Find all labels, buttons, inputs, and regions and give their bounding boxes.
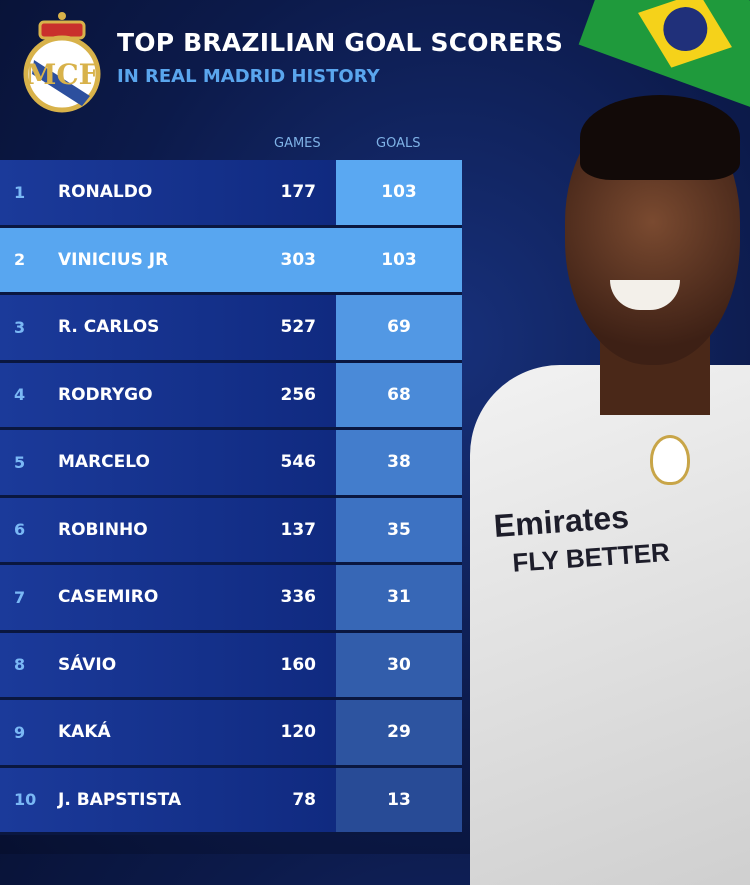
svg-text:MCF: MCF [25,58,98,91]
rank: 4 [14,385,26,405]
goals-cell-bg [336,497,462,562]
goals-value: 69 [387,317,411,338]
player-name: SÁVIO [58,654,117,675]
real-madrid-crest-logo: MCF [23,12,101,113]
player-name: RONALDO [58,182,153,203]
rank: 2 [14,250,26,270]
rank: 3 [14,317,26,337]
player-name: R. CARLOS [58,317,160,338]
rank: 6 [14,520,26,540]
goals-value: 68 [387,384,411,405]
rank: 9 [14,722,26,742]
goals-value: 103 [381,182,417,203]
rank: 8 [14,655,26,675]
games-value: 546 [280,452,317,473]
table-row: 7 CASEMIRO 336 31 [0,565,462,633]
games-value: 303 [280,249,317,270]
games-value: 120 [280,722,317,743]
goals-value: 29 [387,722,411,743]
games-value: 527 [280,317,317,338]
table-row: 8 SÁVIO 160 30 [0,632,462,700]
goals-cell-bg [336,767,462,832]
goals-value: 38 [387,452,411,473]
games-value: 160 [280,654,317,675]
rank: 1 [14,182,26,202]
player-name: KAKÁ [58,722,111,743]
jersey: Emirates FLY BETTER [470,365,750,885]
table-row: 5 MARCELO 546 38 [0,430,462,498]
rank: 7 [14,587,26,607]
rank: 10 [14,790,37,810]
goals-cell-bg [336,295,462,360]
goals-value: 35 [387,519,411,540]
games-value: 137 [280,519,317,540]
column-header-games: GAMES [274,136,321,151]
player-name: VINICIUS JR [58,249,169,270]
goals-value: 31 [387,587,411,608]
player-name: J. BAPSTISTA [58,789,182,810]
games-value: 78 [292,789,316,810]
goals-cell-bg [336,227,462,292]
table-row: 1 RONALDO 177 103 [0,160,462,228]
rank: 5 [14,452,26,472]
goals-cell-bg [336,160,462,225]
goals-cell-bg [336,565,462,630]
page-title: TOP BRAZILIAN GOAL SCORERS [117,28,564,57]
table-row: 4 RODRYGO 256 68 [0,362,462,430]
games-value: 177 [280,182,317,203]
club-badge-icon [650,435,690,485]
goals-cell-bg [336,632,462,697]
player-name: CASEMIRO [58,587,159,608]
column-header-goals: GOALS [376,136,421,151]
goals-value: 103 [381,249,417,270]
page-subtitle: IN REAL MADRID HISTORY [117,66,380,87]
table-row: 10 J. BAPSTISTA 78 13 [0,767,462,835]
games-value: 336 [280,587,317,608]
goals-cell-bg [336,362,462,427]
table-row: 2 VINICIUS JR 303 103 [0,227,462,295]
player-name: RODRYGO [58,384,153,405]
player-name: ROBINHO [58,519,148,540]
goals-cell-bg [336,430,462,495]
games-value: 256 [280,384,317,405]
table-row: 3 R. CARLOS 527 69 [0,295,462,363]
sponsor-logo: Emirates FLY BETTER [493,493,698,583]
goals-value: 30 [387,654,411,675]
goals-value: 13 [387,789,411,810]
table-row: 9 KAKÁ 120 29 [0,700,462,768]
player-name: MARCELO [58,452,150,473]
player-photo: Emirates FLY BETTER [470,95,750,885]
scorers-table: 1 RONALDO 177 103 2 VINICIUS JR 303 103 … [0,160,462,835]
goals-cell-bg [336,700,462,765]
brazil-flag-icon [578,0,750,110]
table-row: 6 ROBINHO 137 35 [0,497,462,565]
